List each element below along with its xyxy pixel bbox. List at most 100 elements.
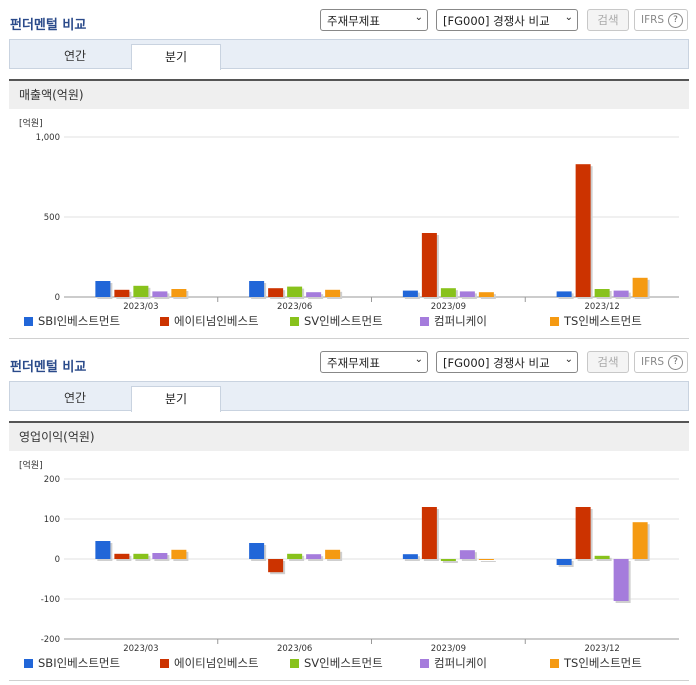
compare-select[interactable]: [FG000] 경쟁사 비교 ⌄ [436,9,578,31]
statement-select[interactable]: 주재무제표 ⌄ [320,9,428,31]
legend-label: SBI인베스트먼트 [38,314,121,328]
help-icon[interactable]: ? [668,13,683,28]
fundamental-panel-operating-profit: 펀더멘털 비교 주재무제표 ⌄ [FG000] 경쟁사 비교 ⌄ 검색 IFRS… [0,342,696,684]
bar [594,289,610,297]
x-tick-label: 2023/09 [431,644,466,654]
bar [171,549,187,559]
bar [575,164,591,297]
legend-label: 컴퍼니케이 [434,656,487,670]
y-tick-label: -100 [41,595,60,605]
chevron-down-icon: ⌄ [564,354,573,365]
y-tick-label: 0 [55,555,60,565]
y-tick-label: 100 [44,515,60,525]
bar [114,289,130,297]
bar [171,289,187,297]
chevron-down-icon: ⌄ [414,12,423,23]
ifrs-button[interactable]: IFRS ? [634,351,688,373]
x-tick-label: 2023/03 [123,302,158,312]
operating-profit-chart-svg: [억원] -200 -100 0 100 200 2023/03 2023/06 2023/09… [19,459,679,654]
legend-label: SBI인베스트먼트 [38,656,121,670]
legend-swatch [24,659,33,668]
legend-swatch [420,659,429,668]
chart-legend: SBI인베스트먼트 에이티넘인베스트 SV인베스트먼트 컴퍼니케이 TS인베스트먼트 [24,313,684,329]
legend-label: SV인베스트먼트 [304,314,383,328]
legend-swatch [290,317,299,326]
y-tick-label: 500 [44,213,60,223]
bar [268,288,284,297]
bar [306,292,322,297]
x-tick-label: 2023/12 [584,644,619,654]
tab-annual[interactable]: 연간 [63,49,87,63]
bar [575,507,591,559]
compare-select[interactable]: [FG000] 경쟁사 비교 ⌄ [436,351,578,373]
bar [287,286,303,297]
x-tick-label: 2023/06 [277,644,312,654]
legend-label: 에이티넘인베스트 [174,656,259,670]
bar [325,549,341,559]
x-tick-label: 2023/09 [431,302,466,312]
bar [402,290,418,297]
legend-swatch [24,317,33,326]
legend-label: 에이티넘인베스트 [174,314,259,328]
bar [440,288,456,297]
bar [613,559,629,601]
bar-shadow [480,561,496,562]
revenue-chart: [억원] 0 500 1,000 2023/03 2023/06 2023/09 2023/1… [9,109,689,339]
legend-swatch [160,317,169,326]
legend-item[interactable]: 에이티넘인베스트 [160,655,259,671]
legend-swatch [160,659,169,668]
tab-quarterly[interactable]: 분기 [131,44,221,70]
fundamental-panel-revenue: 펀더멘털 비교 주재무제표 ⌄ [FG000] 경쟁사 비교 ⌄ 검색 IFRS… [0,0,696,342]
legend-item[interactable]: TS인베스트먼트 [550,655,642,671]
bar-shadow [442,561,458,563]
statement-select[interactable]: 주재무제표 ⌄ [320,351,428,373]
legend-item[interactable]: SV인베스트먼트 [290,313,383,329]
bar [459,291,475,297]
bar [95,281,111,297]
compare-select-value: [FG000] 경쟁사 비교 [443,14,550,28]
legend-item[interactable]: 컴퍼니케이 [420,313,487,329]
period-tabs: 연간 분기 [9,381,689,412]
x-tick-label: 2023/12 [584,302,619,312]
legend-item[interactable]: SBI인베스트먼트 [24,313,120,329]
bar [556,291,572,297]
legend-item[interactable]: TS인베스트먼트 [550,313,642,329]
bar [268,559,284,573]
bar [325,289,341,297]
bar [632,522,648,559]
statement-select-value: 주재무제표 [327,356,380,370]
y-tick-label: 1,000 [36,133,60,143]
legend-item[interactable]: SV인베스트먼트 [290,655,383,671]
y-tick-label: -200 [41,635,60,645]
x-tick-label: 2023/06 [277,302,312,312]
search-button[interactable]: 검색 [587,351,629,373]
legend-swatch [550,317,559,326]
bar [440,559,456,561]
legend-swatch [290,659,299,668]
panel-title: 펀더멘털 비교 [10,18,87,33]
legend-label: TS인베스트먼트 [564,656,642,670]
ifrs-label: IFRS [641,356,665,368]
bar [152,553,168,559]
tab-quarterly[interactable]: 분기 [131,386,221,412]
bar [632,277,648,297]
ifrs-button[interactable]: IFRS ? [634,9,688,31]
bar [421,233,437,297]
bar [306,554,322,559]
legend-item[interactable]: 에이티넘인베스트 [160,313,259,329]
chart-legend: SBI인베스트먼트 에이티넘인베스트 SV인베스트먼트 컴퍼니케이 TS인베스트먼트 [24,655,684,671]
bar [478,559,494,560]
bar [478,292,494,297]
bar [152,291,168,297]
chevron-down-icon: ⌄ [564,12,573,23]
compare-select-value: [FG000] 경쟁사 비교 [443,356,550,370]
legend-label: SV인베스트먼트 [304,656,383,670]
tab-annual[interactable]: 연간 [63,391,87,405]
legend-item[interactable]: 컴퍼니케이 [420,655,487,671]
revenue-chart-svg: [억원] 0 500 1,000 2023/03 2023/06 2023/09 2023/1… [19,117,679,312]
search-button[interactable]: 검색 [587,9,629,31]
legend-item[interactable]: SBI인베스트먼트 [24,655,120,671]
unit-label: [억원] [19,117,43,129]
unit-label: [억원] [19,459,43,471]
help-icon[interactable]: ? [668,355,683,370]
